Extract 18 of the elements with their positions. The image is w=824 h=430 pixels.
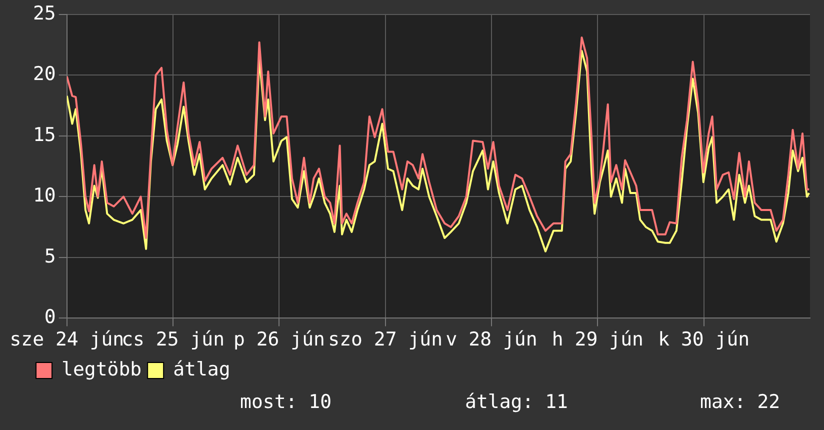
x-tick-label: v 28 jún (446, 328, 538, 351)
text: max: 22 (700, 390, 780, 413)
y-tick-label: 25 (32, 2, 56, 24)
legend-label: legtöbb (62, 358, 142, 380)
x-tick-label: sze 24 jún (10, 328, 124, 351)
y-tick-label: 20 (32, 63, 56, 86)
y-tick-label: 5 (44, 245, 56, 268)
text: átlag: 11 (465, 390, 568, 413)
y-tick-label: 10 (32, 184, 56, 207)
x-tick-label: k 30 jún (658, 328, 750, 351)
x-tick-label: h 29 jún (552, 328, 644, 351)
x-tick-label: cs 25 jún (122, 328, 225, 351)
text: most: 10 (240, 390, 332, 413)
x-tick-label: p 26 jún (233, 328, 325, 351)
y-tick-label: 0 (44, 306, 56, 328)
y-tick-label: 15 (32, 124, 56, 146)
legend-label: átlag (173, 358, 230, 380)
x-tick-label: szo 27 jún (328, 328, 443, 351)
